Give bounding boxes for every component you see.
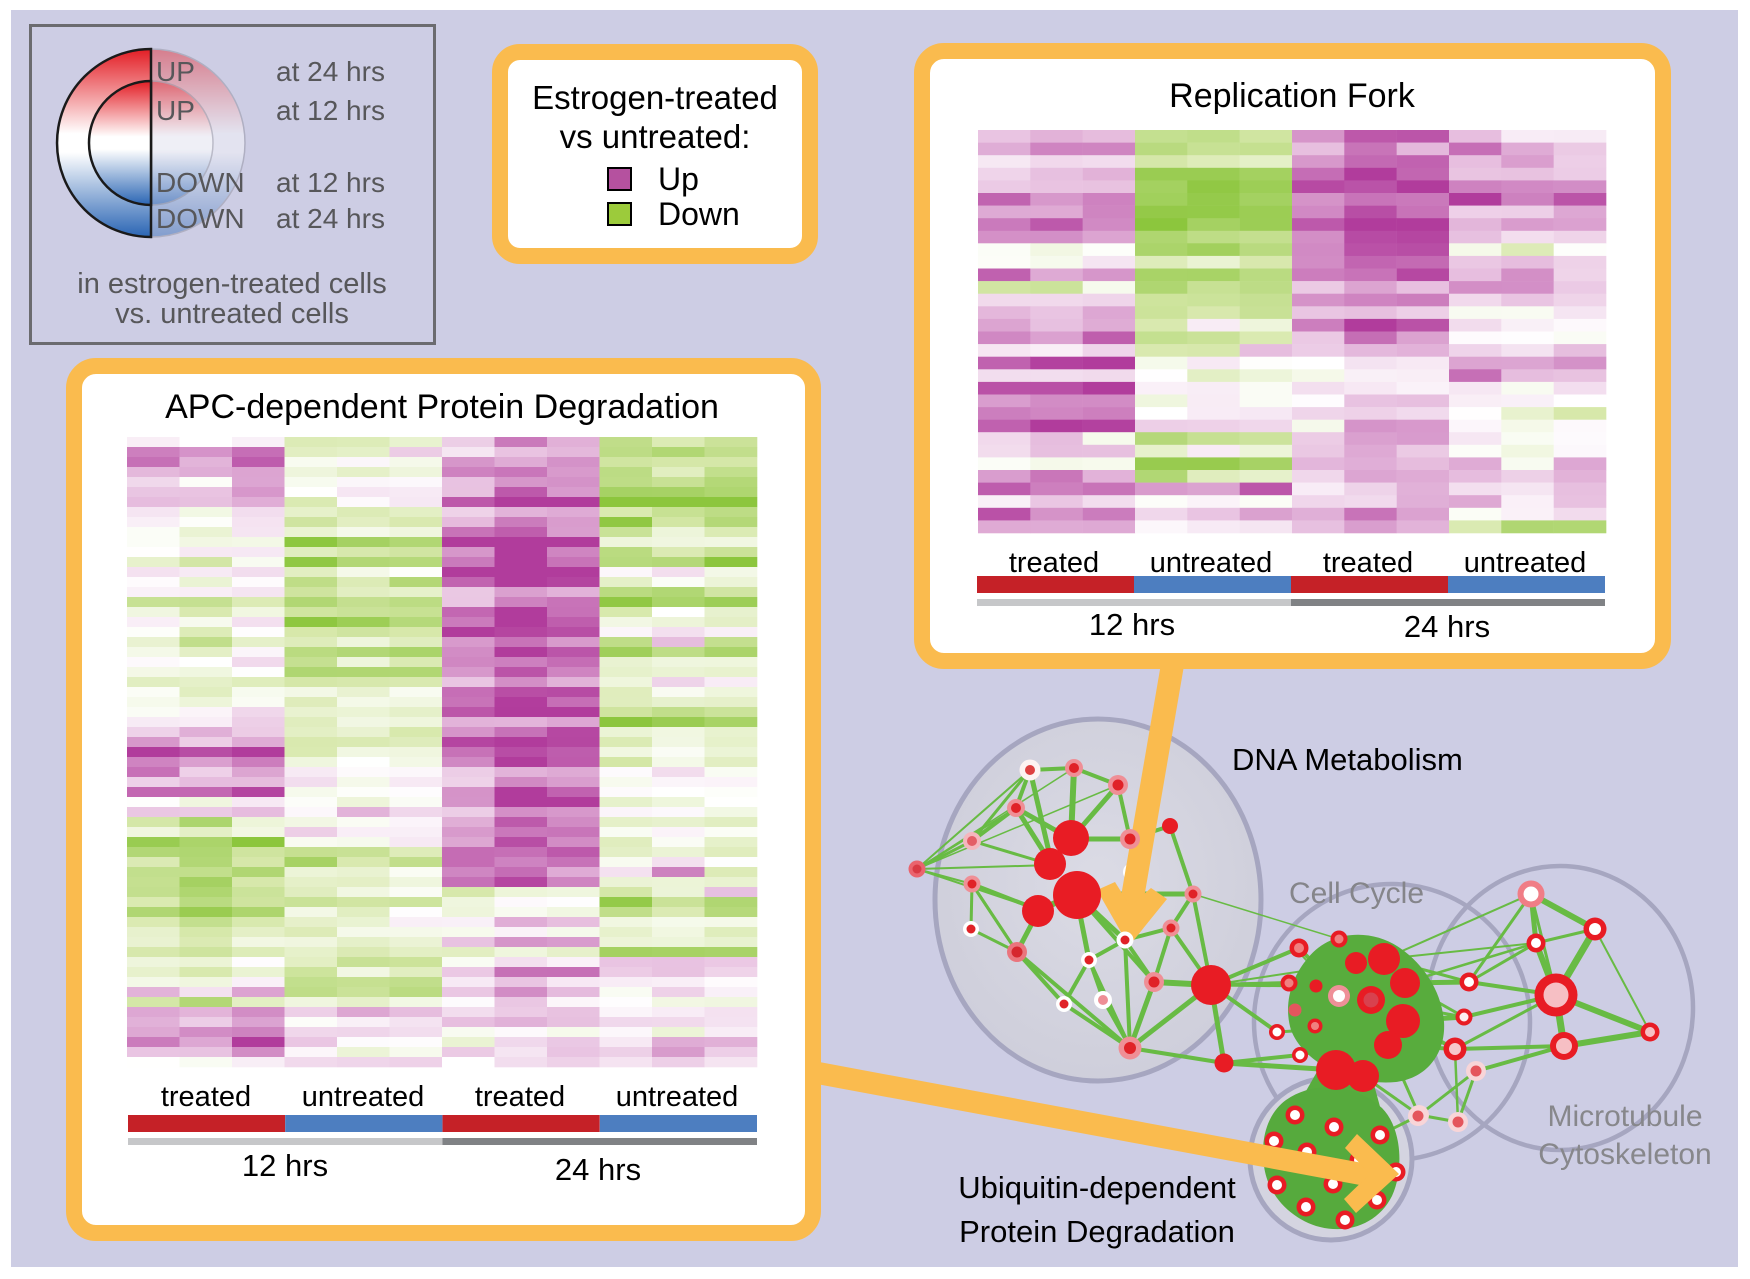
svg-text:UP: UP [156,95,195,126]
svg-text:12 hrs: 12 hrs [1089,607,1175,642]
svg-text:Ubiquitin-dependent: Ubiquitin-dependent [958,1170,1236,1205]
svg-text:Estrogen-treated: Estrogen-treated [532,79,778,116]
svg-text:at 24 hrs: at 24 hrs [276,203,385,234]
svg-text:APC-dependent Protein Degradat: APC-dependent Protein Degradation [165,388,719,426]
svg-text:Cell Cycle: Cell Cycle [1289,877,1424,910]
svg-text:treated: treated [475,1081,565,1113]
svg-text:untreated: untreated [302,1081,425,1113]
svg-text:vs untreated:: vs untreated: [560,118,751,155]
svg-text:vs. untreated cells: vs. untreated cells [115,298,349,330]
svg-text:Replication Fork: Replication Fork [1169,77,1416,115]
svg-text:DNA Metabolism: DNA Metabolism [1232,742,1463,777]
svg-text:untreated: untreated [1464,547,1587,579]
svg-text:at 12 hrs: at 12 hrs [276,95,385,126]
svg-text:DOWN: DOWN [156,203,245,234]
svg-text:UP: UP [156,56,195,87]
svg-text:Protein Degradation: Protein Degradation [959,1214,1235,1249]
svg-text:at 24 hrs: at 24 hrs [276,56,385,87]
svg-text:Cytoskeleton: Cytoskeleton [1538,1138,1711,1171]
svg-text:DOWN: DOWN [156,167,245,198]
svg-text:24 hrs: 24 hrs [555,1152,641,1187]
svg-text:Down: Down [658,196,740,232]
svg-text:Microtubule: Microtubule [1547,1100,1702,1133]
svg-text:12 hrs: 12 hrs [242,1148,328,1183]
svg-text:treated: treated [161,1081,251,1113]
svg-text:Up: Up [658,161,699,197]
svg-text:treated: treated [1323,547,1413,579]
svg-text:at 12 hrs: at 12 hrs [276,167,385,198]
svg-text:treated: treated [1009,547,1099,579]
svg-text:untreated: untreated [1150,547,1273,579]
svg-text:24 hrs: 24 hrs [1404,609,1490,644]
svg-text:in estrogen-treated cells: in estrogen-treated cells [77,268,387,300]
svg-text:untreated: untreated [616,1081,739,1113]
